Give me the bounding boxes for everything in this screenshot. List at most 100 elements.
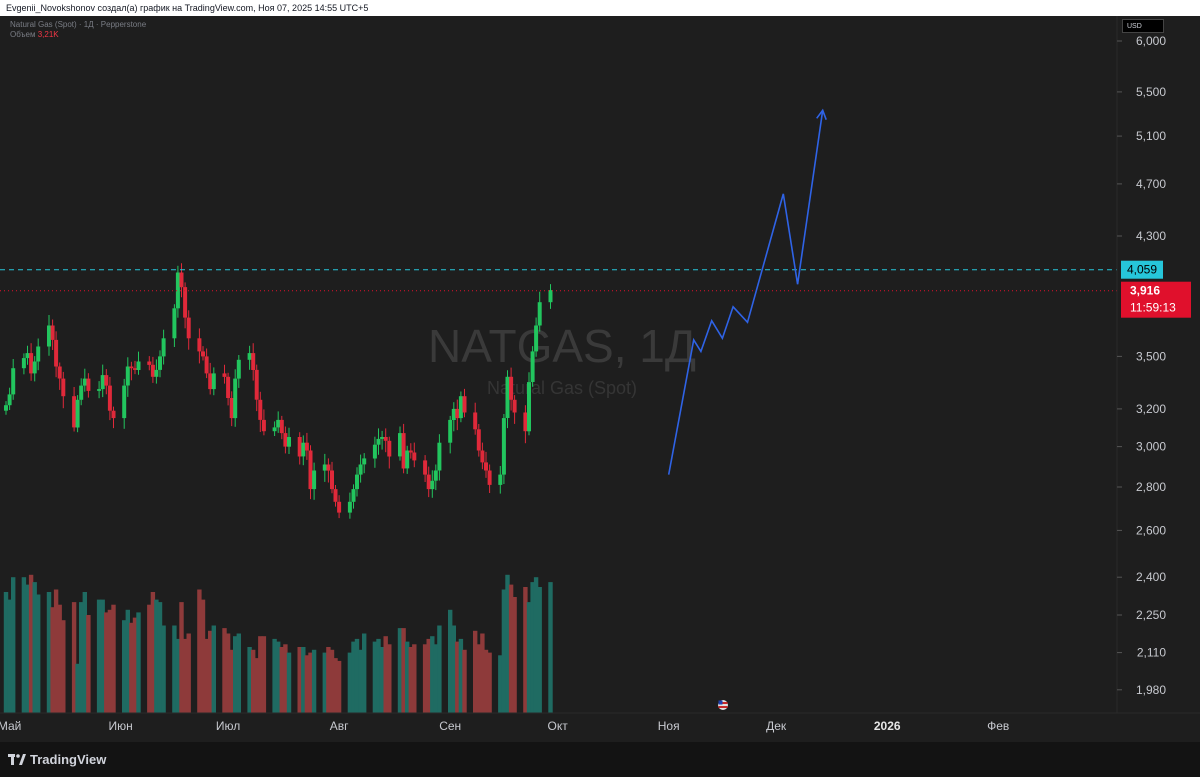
candle[interactable] xyxy=(437,434,442,481)
candle[interactable] xyxy=(86,373,91,398)
candle[interactable] xyxy=(473,402,478,435)
candle[interactable] xyxy=(358,454,363,483)
candle[interactable] xyxy=(251,343,256,381)
candle[interactable] xyxy=(509,367,514,411)
candle[interactable] xyxy=(272,421,277,436)
candle[interactable] xyxy=(25,345,30,365)
candle[interactable] xyxy=(534,317,539,357)
candle[interactable] xyxy=(136,351,141,375)
candle[interactable] xyxy=(226,372,231,406)
candle[interactable] xyxy=(161,329,166,365)
price-chart[interactable]: NATGAS, 1Д Natural Gas (Spot) 6,000 5,500… xyxy=(0,16,1200,742)
tradingview-logo[interactable]: TradingView xyxy=(8,752,106,767)
candle[interactable] xyxy=(337,495,342,519)
candle[interactable] xyxy=(351,484,356,509)
candle[interactable] xyxy=(122,378,127,429)
candle[interactable] xyxy=(204,348,209,379)
candle[interactable] xyxy=(32,356,37,382)
candle[interactable] xyxy=(304,432,309,460)
candle[interactable] xyxy=(505,370,510,429)
candle[interactable] xyxy=(376,428,381,455)
candle[interactable] xyxy=(104,369,109,395)
candle[interactable] xyxy=(4,401,8,415)
candle[interactable] xyxy=(283,426,288,454)
candle[interactable] xyxy=(301,435,306,466)
candle[interactable] xyxy=(7,387,12,410)
candle[interactable] xyxy=(530,346,535,387)
candle[interactable] xyxy=(50,319,55,351)
candle[interactable] xyxy=(186,310,191,350)
candle[interactable] xyxy=(408,443,413,459)
candle[interactable] xyxy=(61,371,66,409)
candle[interactable] xyxy=(287,427,291,454)
candle[interactable] xyxy=(158,350,162,378)
candle[interactable] xyxy=(154,359,159,384)
candle[interactable] xyxy=(362,453,367,474)
candle[interactable] xyxy=(433,464,438,491)
candle[interactable] xyxy=(476,424,481,457)
candle[interactable] xyxy=(107,377,112,421)
candle[interactable] xyxy=(448,415,453,454)
candle[interactable] xyxy=(222,364,227,384)
candle[interactable] xyxy=(527,372,531,436)
candle[interactable] xyxy=(276,411,281,433)
candle[interactable] xyxy=(455,399,460,431)
candle[interactable] xyxy=(387,436,392,469)
candle[interactable] xyxy=(172,304,177,347)
candle[interactable] xyxy=(523,405,528,444)
candle[interactable] xyxy=(82,368,87,392)
candle[interactable] xyxy=(322,453,327,482)
candle[interactable] xyxy=(47,315,51,356)
candle[interactable] xyxy=(458,391,463,423)
candle[interactable] xyxy=(398,426,402,461)
candle[interactable] xyxy=(487,464,492,494)
candle[interactable] xyxy=(229,391,234,427)
candle[interactable] xyxy=(512,395,517,424)
candle[interactable] xyxy=(405,445,410,474)
candle[interactable] xyxy=(501,414,506,484)
candle[interactable] xyxy=(36,338,41,371)
candle[interactable] xyxy=(11,359,16,400)
candle[interactable] xyxy=(247,345,252,370)
candle[interactable] xyxy=(254,364,259,412)
candle[interactable] xyxy=(258,391,263,432)
candle[interactable] xyxy=(111,406,116,429)
candle[interactable] xyxy=(355,467,359,497)
candle[interactable] xyxy=(548,284,553,309)
candle[interactable] xyxy=(175,265,180,318)
candle[interactable] xyxy=(498,466,503,494)
candle[interactable] xyxy=(537,291,542,332)
candle[interactable] xyxy=(326,458,331,483)
candle[interactable] xyxy=(380,430,385,450)
candle[interactable] xyxy=(412,442,417,468)
candle[interactable] xyxy=(401,423,406,474)
candle[interactable] xyxy=(75,395,80,433)
candle[interactable] xyxy=(333,485,338,507)
candle[interactable] xyxy=(372,436,377,468)
candle[interactable] xyxy=(197,328,202,364)
candle[interactable] xyxy=(383,428,388,453)
candle[interactable] xyxy=(347,492,352,519)
candle[interactable] xyxy=(430,470,435,498)
candle[interactable] xyxy=(423,455,428,482)
candle[interactable] xyxy=(97,381,102,399)
candle[interactable] xyxy=(100,364,105,398)
candle[interactable] xyxy=(279,415,284,440)
currency-label[interactable]: USD xyxy=(1122,19,1164,33)
candle[interactable] xyxy=(480,442,485,470)
candle[interactable] xyxy=(426,466,431,498)
candle[interactable] xyxy=(312,462,317,500)
candle[interactable] xyxy=(72,387,77,432)
candle[interactable] xyxy=(208,362,213,395)
candle[interactable] xyxy=(308,445,313,500)
candle[interactable] xyxy=(150,356,155,383)
candle[interactable] xyxy=(125,357,130,397)
candle[interactable] xyxy=(147,356,152,371)
candle[interactable] xyxy=(211,367,216,396)
candle[interactable] xyxy=(183,282,188,329)
candle[interactable] xyxy=(129,361,134,381)
candle[interactable] xyxy=(201,346,205,361)
candle[interactable] xyxy=(451,402,456,432)
candle[interactable] xyxy=(330,461,334,494)
candle[interactable] xyxy=(57,362,62,390)
